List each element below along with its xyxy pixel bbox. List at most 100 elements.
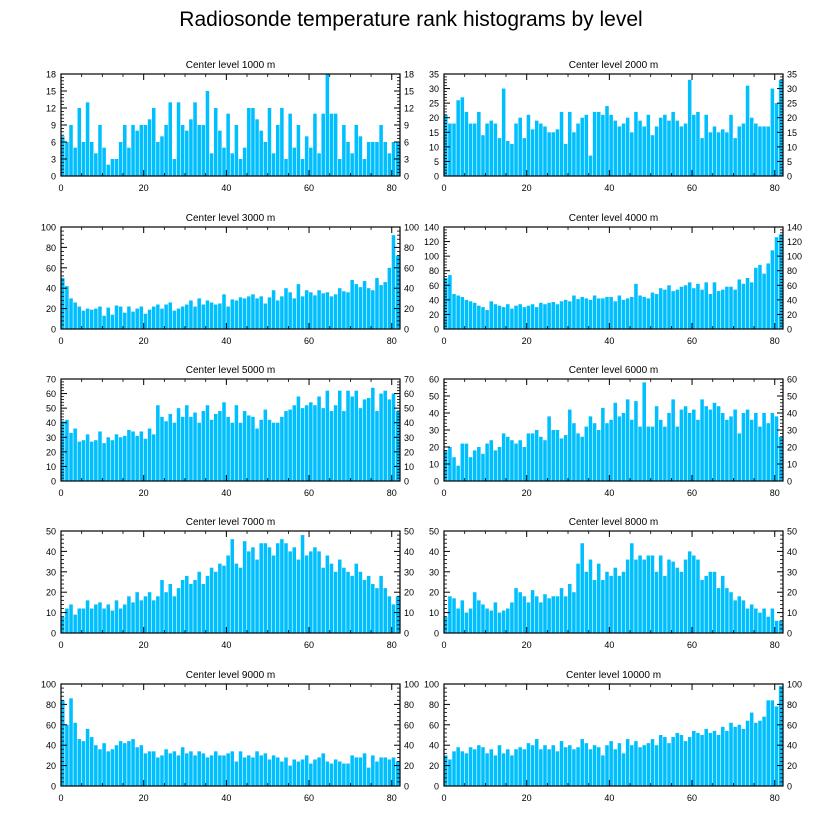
histogram-bar: [61, 700, 65, 786]
histogram-bar: [143, 596, 148, 633]
histogram-bar: [625, 399, 630, 481]
x-tick-label: 80: [387, 640, 397, 650]
histogram-bar: [288, 765, 292, 786]
y-tick-label-right: 6: [404, 138, 409, 148]
histogram-bar: [110, 749, 115, 786]
histogram-bar: [81, 310, 86, 329]
y-tick-label: 80: [429, 700, 439, 710]
histogram-bar: [127, 430, 131, 481]
x-tick-label: 20: [139, 183, 149, 193]
histogram-bar: [180, 747, 185, 786]
histogram-bar: [452, 294, 456, 329]
histogram-bar: [650, 739, 655, 786]
histogram-bar: [383, 390, 387, 481]
histogram-bar: [263, 753, 268, 786]
histogram-bar: [354, 563, 359, 633]
histogram-bar: [201, 304, 206, 329]
histogram-bar: [81, 741, 86, 786]
histogram-bar: [621, 753, 626, 786]
histogram-bar: [671, 291, 675, 329]
histogram-bar: [472, 123, 477, 176]
histogram-bar: [358, 408, 363, 481]
histogram-bar: [563, 435, 568, 481]
histogram-bar: [271, 555, 276, 633]
y-tick-label: 80: [429, 266, 439, 276]
histogram-bar: [89, 309, 94, 329]
histogram-bar: [683, 285, 688, 329]
histogram-bar: [337, 761, 342, 786]
histogram-bar: [234, 761, 239, 786]
histogram-bar: [391, 235, 396, 329]
histogram-bar: [164, 749, 168, 786]
y-tick-label-right: 80: [787, 700, 797, 710]
histogram-bar: [247, 415, 251, 481]
histogram-bar: [114, 434, 119, 481]
histogram-bar: [362, 399, 367, 481]
histogram-bar: [296, 396, 301, 481]
histogram-bar: [708, 294, 713, 329]
y-tick-label: 80: [46, 700, 56, 710]
histogram-bar: [81, 608, 86, 633]
histogram-bar: [460, 296, 465, 329]
histogram-bar: [526, 114, 531, 176]
histogram-bar: [127, 596, 131, 633]
histogram-bar: [613, 749, 618, 786]
histogram-bar: [592, 111, 597, 176]
histogram-bar: [754, 722, 758, 786]
histogram-bar: [69, 604, 73, 633]
x-tick-label: 40: [221, 183, 231, 193]
histogram-bar: [559, 301, 564, 329]
histogram-bar: [193, 755, 197, 786]
histogram-bar: [209, 153, 214, 176]
histogram-bar: [547, 749, 551, 786]
plot-frame: [443, 530, 784, 634]
x-tick-label: 40: [221, 488, 231, 498]
histogram-bar: [493, 602, 498, 633]
histogram-bar: [280, 416, 284, 481]
chart-title: Center level 3000 m: [186, 213, 276, 224]
histogram-bar: [551, 745, 556, 786]
histogram-bar: [448, 759, 452, 786]
histogram-bar: [663, 289, 667, 329]
histogram-bar: [741, 283, 746, 329]
histogram-bar: [613, 567, 618, 633]
histogram-bar: [654, 406, 659, 481]
x-tick-label: 20: [139, 336, 149, 346]
x-tick-label: 40: [604, 183, 614, 193]
histogram-bar: [118, 437, 123, 481]
histogram-bar: [563, 596, 568, 633]
histogram-bar: [292, 547, 297, 633]
histogram-bar: [77, 739, 82, 786]
y-tick-label-right: 30: [787, 426, 797, 436]
histogram-bar: [197, 571, 201, 633]
histogram-bar: [493, 123, 498, 176]
histogram-bar: [456, 747, 460, 786]
histogram-bar: [749, 712, 754, 786]
histogram-bar: [350, 280, 354, 329]
histogram-bar: [493, 755, 498, 786]
histogram-bar: [551, 302, 556, 329]
histogram-bar: [646, 298, 651, 329]
histogram-bar: [778, 234, 783, 329]
histogram-bar: [563, 143, 568, 176]
histogram-bar: [197, 751, 201, 786]
histogram-bar: [737, 279, 742, 329]
histogram-bar: [189, 300, 193, 329]
histogram-bar: [725, 588, 729, 633]
histogram-bar: [354, 125, 359, 176]
histogram-bar: [234, 563, 239, 633]
histogram-bar: [588, 416, 593, 481]
histogram-bar: [530, 745, 535, 786]
histogram-bar: [514, 749, 518, 786]
histogram-bar: [379, 757, 383, 786]
histogram-bar: [342, 763, 346, 786]
histogram-bar: [485, 310, 489, 329]
histogram-bar: [69, 298, 73, 329]
histogram-bar: [267, 759, 272, 786]
histogram-bar: [609, 741, 613, 786]
histogram-bar: [543, 304, 547, 329]
histogram-bar: [774, 620, 779, 633]
histogram-bar: [205, 300, 210, 329]
histogram-bar: [551, 596, 556, 633]
